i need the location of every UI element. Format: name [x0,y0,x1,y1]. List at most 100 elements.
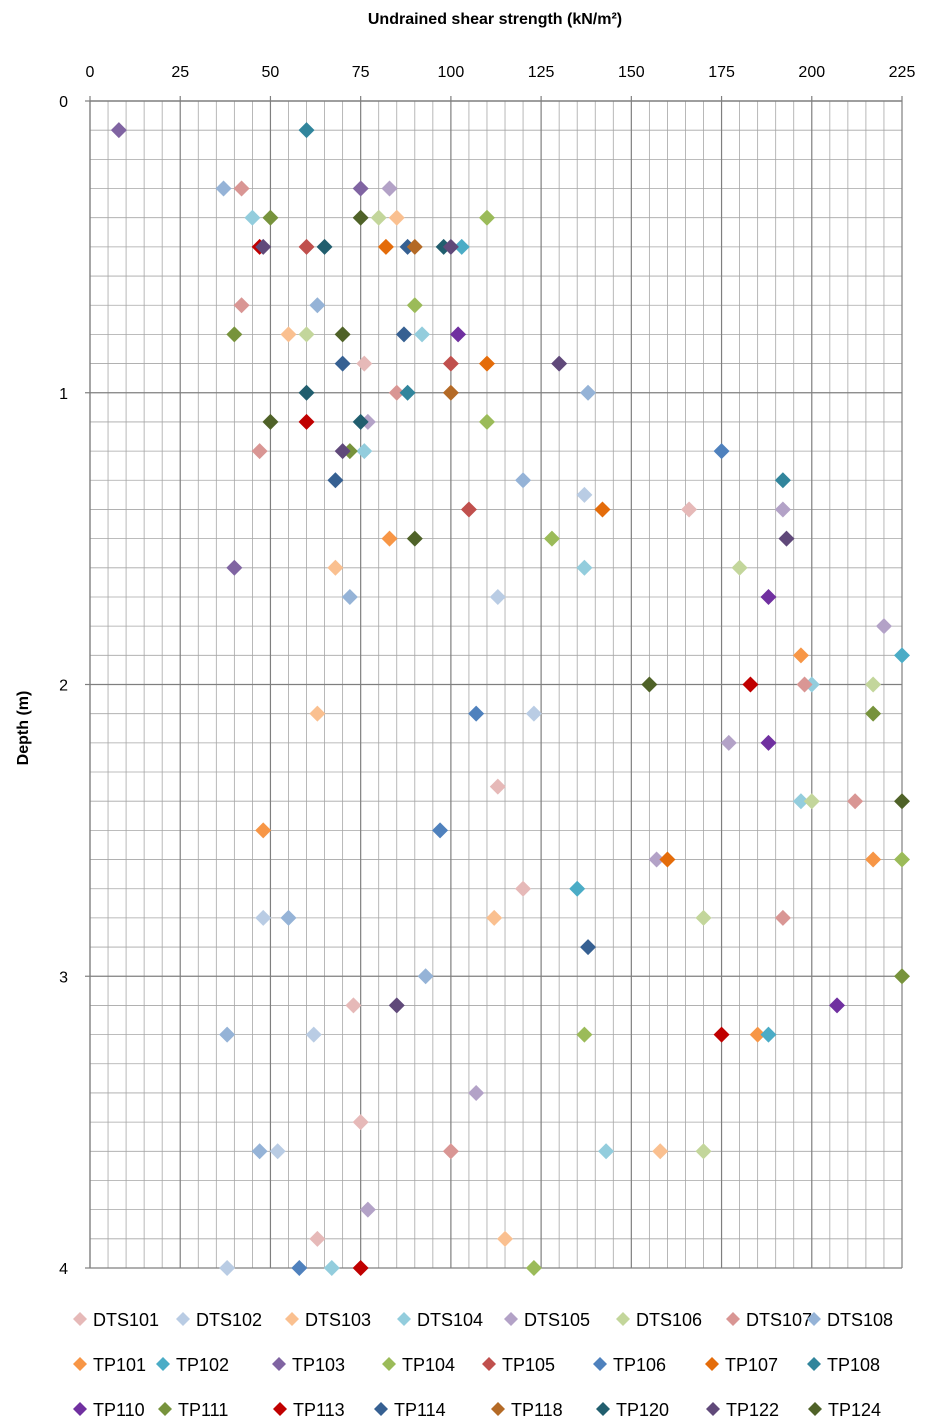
data-point [262,413,279,430]
series-tp101 [255,530,882,1043]
data-point [695,1143,712,1160]
legend-marker [596,1402,610,1416]
x-tick-label: 75 [352,64,370,81]
data-point [489,588,506,605]
data-point [305,1026,322,1043]
legend-label: TP110 [93,1400,145,1420]
data-point [598,1143,615,1160]
data-point [226,559,243,576]
legend-marker [504,1312,518,1326]
legend-label: TP107 [725,1355,778,1375]
data-point [233,180,250,197]
legend-label: TP103 [292,1355,345,1375]
data-point [894,647,910,664]
data-point [327,472,344,489]
data-point [381,530,398,547]
series-tp103 [110,122,369,576]
data-point [778,530,795,547]
data-point [515,472,532,489]
x-tick-label: 150 [618,64,645,81]
series-dts106 [298,209,882,1160]
data-point [280,326,297,343]
legend-marker [807,1312,821,1326]
legend-marker [808,1402,822,1416]
data-point [569,880,586,897]
legend-label: TP104 [402,1355,455,1375]
x-tick-label: 175 [708,64,735,81]
data-point [269,1143,286,1160]
data-point [244,209,261,226]
legend-marker [616,1312,630,1326]
legend-marker [73,1312,87,1326]
data-point [251,1143,268,1160]
data-point [648,851,665,868]
legend-label: DTS107 [746,1310,812,1330]
data-point [388,384,405,401]
data-point [388,997,405,1014]
data-point [580,939,597,956]
data-point [215,180,232,197]
data-point [359,1201,376,1218]
data-point [478,209,495,226]
data-point [309,1230,326,1247]
data-point [395,326,412,343]
data-point [406,238,423,255]
major-gridlines [90,101,902,1268]
legend-marker [176,1312,190,1326]
data-point [576,1026,593,1043]
data-point [894,851,910,868]
legend-item: DTS105 [504,1310,590,1330]
data-point [291,1260,308,1276]
data-point [110,122,127,139]
data-point [442,238,459,255]
legend-item: TP107 [705,1355,778,1375]
data-point [334,326,351,343]
legend-marker [382,1357,396,1371]
series-tp110 [450,326,846,1014]
data-point [774,472,791,489]
data-point [576,486,593,503]
legend-marker [273,1402,287,1416]
data-point [309,297,326,314]
legend-item: TP124 [808,1400,881,1420]
data-point [298,413,315,430]
data-point [345,997,362,1014]
x-tick-label: 200 [798,64,825,81]
data-point [576,559,593,576]
data-point [406,530,423,547]
legend-label: TP111 [178,1400,228,1420]
legend-marker [73,1402,87,1416]
data-point [760,1026,777,1043]
legend: DTS101 DTS102 DTS103 DTS104 DTS105 DTS106 DTS1… [73,1310,893,1420]
data-point [796,676,813,693]
legend-marker [705,1357,719,1371]
data-point [713,1026,730,1043]
y-tick-label: 4 [59,1261,68,1278]
data-point [865,851,882,868]
legend-item: TP105 [482,1355,555,1375]
data-point [298,384,315,401]
data-point [388,209,405,226]
data-point [489,778,506,795]
legend-label: TP124 [828,1400,881,1420]
data-point [792,647,809,664]
data-point [442,384,459,401]
x-tick-label: 125 [528,64,555,81]
legend-label: TP114 [394,1400,446,1420]
data-point [352,413,369,430]
data-point [894,968,910,985]
data-point [580,384,597,401]
data-point [803,793,820,810]
data-point [515,880,532,897]
legend-item: DTS106 [616,1310,702,1330]
data-point [774,501,791,518]
legend-item: TP104 [382,1355,455,1375]
data-point [219,1026,236,1043]
legend-item: TP120 [596,1400,669,1420]
chart-title: Undrained shear strength (kN/m²) [368,11,622,28]
series-tp107 [377,238,676,868]
y-tick-label: 1 [59,386,68,403]
legend-marker [272,1357,286,1371]
legend-marker [807,1357,821,1371]
